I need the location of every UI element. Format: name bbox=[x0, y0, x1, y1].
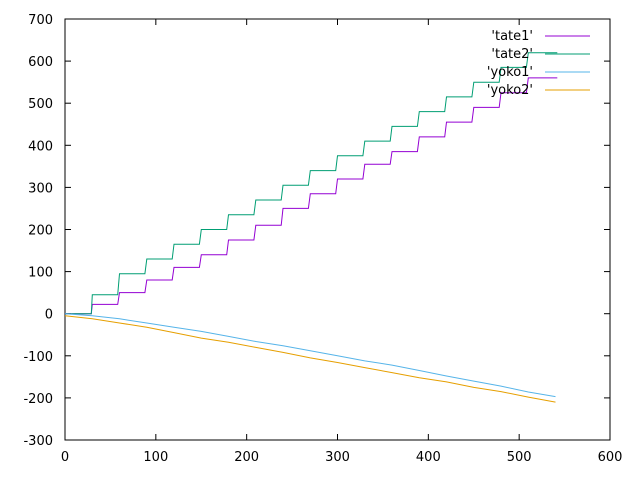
series-line-1 bbox=[65, 52, 558, 315]
y-tick-label: 400 bbox=[28, 139, 53, 154]
legend-label: 'yoko1' bbox=[487, 65, 533, 80]
series-line-2 bbox=[64, 313, 556, 398]
x-tick-label: 400 bbox=[416, 450, 441, 465]
y-tick-label: -300 bbox=[23, 434, 53, 449]
legend-label: 'tate1' bbox=[491, 29, 533, 44]
axis-tick-labels: 0 100 200 300 400 500 600 -300 -200 -100 0 100 200 30… bbox=[23, 13, 622, 465]
y-tick-label: -200 bbox=[23, 392, 53, 407]
y-tick-label: 500 bbox=[28, 97, 53, 112]
x-tick-label: 200 bbox=[234, 450, 259, 465]
series-lines bbox=[64, 52, 558, 403]
y-tick-label: 100 bbox=[28, 266, 53, 281]
x-tick-label: 300 bbox=[325, 450, 350, 465]
legend-label: 'yoko2' bbox=[487, 83, 533, 98]
y-tick-label: 600 bbox=[28, 55, 53, 70]
y-tick-label: 300 bbox=[28, 181, 53, 196]
legend: 'tate1' 'tate2' 'yoko1' 'yoko2' bbox=[487, 29, 590, 98]
x-tick-label: 600 bbox=[598, 450, 623, 465]
legend-label: 'tate2' bbox=[491, 47, 533, 62]
x-tick-label: 500 bbox=[507, 450, 532, 465]
y-tick-label: 200 bbox=[28, 224, 53, 239]
series-line-3 bbox=[64, 315, 556, 403]
y-tick-label: -100 bbox=[23, 350, 53, 365]
x-tick-label: 0 bbox=[61, 450, 69, 465]
y-tick-label: 700 bbox=[28, 13, 53, 28]
x-tick-label: 100 bbox=[143, 450, 168, 465]
series-line-0 bbox=[65, 77, 558, 315]
axis-ticks bbox=[64, 18, 611, 441]
y-tick-label: 0 bbox=[45, 308, 53, 323]
